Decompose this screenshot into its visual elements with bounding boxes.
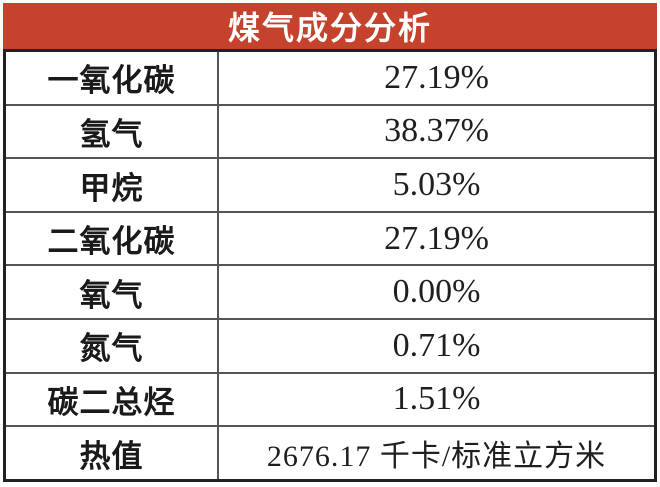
component-value: 2676.17 千卡/标准立方米	[217, 425, 657, 482]
page-title: 煤气成分分析	[227, 10, 432, 46]
component-value: 1.51%	[217, 371, 657, 428]
component-value: 0.00%	[217, 264, 657, 321]
component-value: 27.19%	[217, 210, 657, 267]
component-name: 热值	[3, 425, 219, 482]
table-row: 氢气 38.37%	[3, 103, 657, 160]
table-row: 二氧化碳 27.19%	[3, 210, 657, 267]
component-value: 38.37%	[217, 103, 657, 160]
table-row: 氮气 0.71%	[3, 318, 657, 374]
table-title-bar: 煤气成分分析	[3, 3, 657, 49]
component-name: 二氧化碳	[3, 210, 219, 267]
component-name: 一氧化碳	[3, 49, 219, 106]
gas-composition-table: 一氧化碳 27.19% 氢气 38.37% 甲烷 5.03% 二氧化碳 27.1…	[3, 49, 657, 482]
table-row: 碳二总烃 1.51%	[3, 371, 657, 428]
table-row: 甲烷 5.03%	[3, 157, 657, 213]
table-row: 一氧化碳 27.19%	[3, 49, 657, 106]
table-row: 热值 2676.17 千卡/标准立方米	[3, 425, 657, 482]
component-name: 碳二总烃	[3, 371, 219, 428]
component-value: 5.03%	[217, 157, 657, 213]
component-name: 氢气	[3, 103, 219, 160]
component-value: 27.19%	[217, 49, 657, 106]
component-name: 氧气	[3, 264, 219, 321]
component-name: 氮气	[3, 318, 219, 374]
table-row: 氧气 0.00%	[3, 264, 657, 321]
component-value: 0.71%	[217, 318, 657, 374]
component-name: 甲烷	[3, 157, 219, 213]
